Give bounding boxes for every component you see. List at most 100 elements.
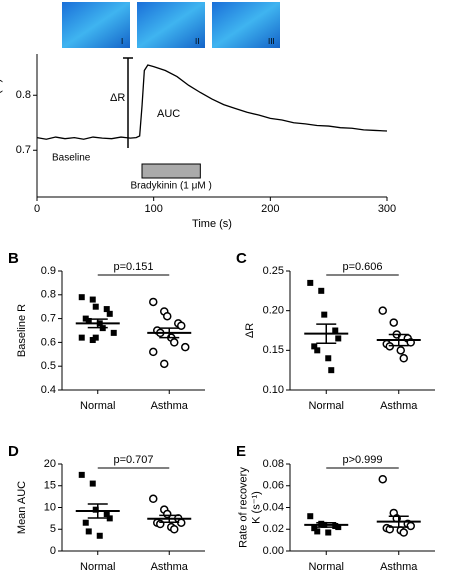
x-tick-label: 100 xyxy=(144,203,162,215)
y-tick-label: 20 xyxy=(44,458,56,470)
y-tick-label: 0.15 xyxy=(263,344,284,356)
point xyxy=(78,471,85,478)
point xyxy=(321,311,328,318)
stimulus-bar xyxy=(141,163,201,179)
p-value: p=0.606 xyxy=(342,261,382,273)
point xyxy=(325,355,332,362)
y-tick-label: 0.6 xyxy=(41,336,56,348)
y-tick-label: 0.4 xyxy=(41,384,56,396)
y-axis-label: Rate of recovery xyxy=(237,467,249,548)
x-tick-label: Asthma xyxy=(380,400,418,412)
image-label: I xyxy=(121,37,123,46)
point xyxy=(318,287,325,294)
point xyxy=(106,515,113,522)
y-axis-label: K (s⁻¹) xyxy=(250,491,262,524)
point xyxy=(399,354,408,363)
point xyxy=(332,327,339,334)
point xyxy=(85,528,92,535)
y-tick-label: 0.8 xyxy=(16,89,31,101)
point xyxy=(177,321,186,330)
x-tick-label: Normal xyxy=(80,561,115,573)
micrograph xyxy=(137,2,205,48)
point xyxy=(406,521,415,531)
point xyxy=(328,367,335,374)
y-tick-label: 0.9 xyxy=(41,265,56,277)
micrograph xyxy=(212,2,280,48)
x-tick-label: 0 xyxy=(34,203,40,215)
y-tick-label: 0.25 xyxy=(263,265,284,277)
x-axis-label: Time (s) xyxy=(192,218,232,230)
y-tick-label: 0.5 xyxy=(41,360,56,372)
point xyxy=(389,318,398,327)
annotation: Baseline xyxy=(52,153,91,164)
x-tick-label: Asthma xyxy=(151,400,189,412)
y-tick-label: 5 xyxy=(50,523,56,535)
p-value: p>0.999 xyxy=(342,454,382,466)
y-tick-label: 0.20 xyxy=(263,305,284,317)
point xyxy=(160,359,169,369)
point xyxy=(170,525,179,534)
p-value: p=0.707 xyxy=(113,454,153,466)
point xyxy=(181,342,190,352)
point xyxy=(89,296,96,303)
point xyxy=(311,525,318,532)
point xyxy=(110,329,117,336)
x-tick-label: 300 xyxy=(378,203,396,215)
y-axis-label: Mean AUC xyxy=(16,481,28,534)
y-tick-label: 0.8 xyxy=(41,289,56,301)
panel-label: E xyxy=(236,443,246,460)
point xyxy=(396,346,405,355)
point xyxy=(103,511,110,518)
x-tick-label: Normal xyxy=(309,561,344,573)
y-axis-label: Baseline R xyxy=(16,304,28,357)
point xyxy=(385,342,394,351)
point xyxy=(149,347,158,357)
point xyxy=(78,334,85,341)
point xyxy=(307,513,314,520)
point xyxy=(311,343,318,350)
point xyxy=(92,303,99,310)
point xyxy=(325,529,332,536)
x-tick-label: Asthma xyxy=(380,561,418,573)
point xyxy=(92,334,99,341)
point xyxy=(307,279,314,286)
y-tick-label: 0.02 xyxy=(263,523,284,535)
annotation: Bradykinin (1 μM ) xyxy=(130,181,211,192)
point xyxy=(89,480,96,487)
panel-label: D xyxy=(8,443,19,460)
image-label: II xyxy=(195,37,199,46)
point xyxy=(378,474,387,484)
point xyxy=(314,528,321,535)
point xyxy=(399,528,408,537)
x-tick-label: 200 xyxy=(261,203,279,215)
point xyxy=(106,310,113,317)
panel-label: C xyxy=(236,250,247,267)
x-tick-label: Normal xyxy=(309,400,344,412)
y-tick-label: 0.04 xyxy=(263,501,284,513)
point xyxy=(92,506,99,513)
image-label: III xyxy=(268,37,275,46)
point xyxy=(96,532,103,539)
p-value: p=0.151 xyxy=(113,261,153,273)
point xyxy=(163,311,172,321)
y-tick-label: 0.7 xyxy=(41,313,56,325)
point xyxy=(78,294,85,301)
point xyxy=(335,335,342,342)
point xyxy=(170,338,179,347)
y-tick-label: 0.10 xyxy=(263,384,284,396)
y-tick-label: 0.08 xyxy=(263,458,284,470)
x-tick-label: Normal xyxy=(80,400,115,412)
panel-label: B xyxy=(8,250,19,267)
micrograph xyxy=(62,2,130,48)
point xyxy=(103,306,110,313)
y-tick-label: 10 xyxy=(44,501,56,513)
point xyxy=(149,297,158,307)
y-tick-label: 0.06 xyxy=(263,480,284,492)
point xyxy=(335,524,342,531)
point xyxy=(85,317,92,324)
y-axis-label: Ratio F340/380 (R) xyxy=(0,79,3,173)
trace xyxy=(36,64,388,140)
y-tick-label: 0.7 xyxy=(16,144,31,156)
annotation: AUC xyxy=(157,108,180,120)
